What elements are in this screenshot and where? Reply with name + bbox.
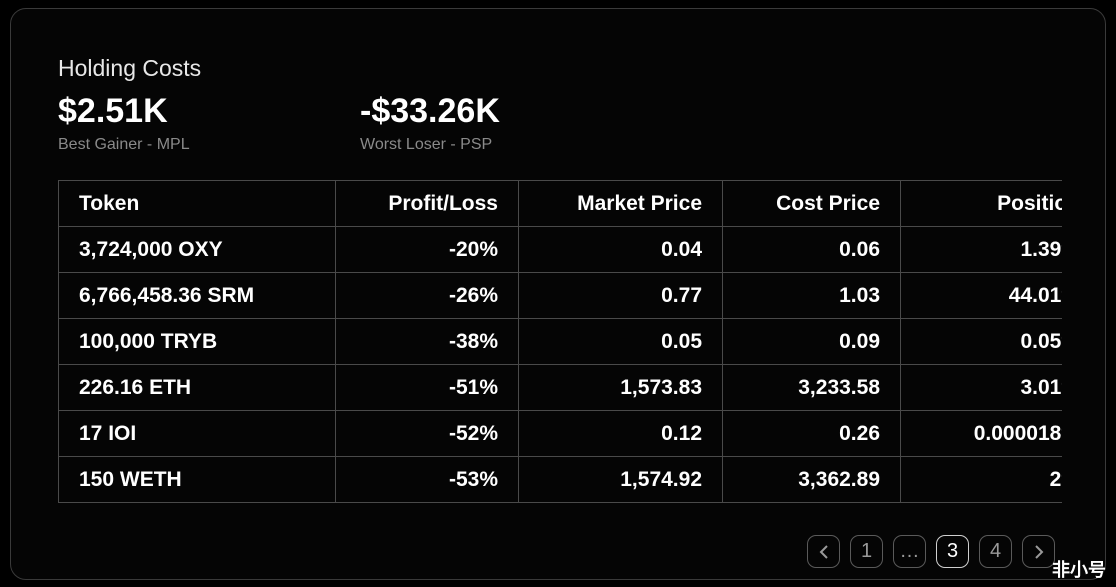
table-cell: -26% [335, 272, 519, 319]
table-cell: -20% [335, 226, 519, 273]
table-row: 17 IOI-52%0.120.260.000018% [58, 410, 1062, 457]
table-cell: 0.77 [518, 272, 723, 319]
watermark: 非小号 [1052, 560, 1106, 580]
table-cell: 2% [900, 456, 1062, 503]
column-header: Cost Price [722, 180, 901, 227]
table-cell: 3,362.89 [722, 456, 901, 503]
stat-label: Best Gainer - MPL [58, 136, 190, 153]
page-button[interactable]: 1 [850, 535, 883, 568]
table-cell: 3,233.58 [722, 364, 901, 411]
prev-button[interactable] [807, 535, 840, 568]
table-wrapper: Token Profit/Loss Market Price Cost Price Po… [58, 180, 1062, 517]
stat-value: $2.51K [58, 92, 168, 130]
header-row: Token Profit/Loss Market Price Cost Price Po… [58, 180, 1062, 227]
column-header: Token [58, 180, 336, 227]
stat-label: Worst Loser - PSP [360, 136, 493, 153]
table-cell: 3,724,000 OXY [58, 226, 336, 273]
table-cell: 1.03 [722, 272, 901, 319]
table-cell: 0.06 [722, 226, 901, 273]
table-cell: 0.12 [518, 410, 723, 457]
title: Holding Costs [58, 55, 202, 81]
prev-icon [819, 544, 828, 559]
column-header: Market Price [518, 180, 723, 227]
table-cell: 0.05% [900, 318, 1062, 365]
table-cell: 1,574.92 [518, 456, 723, 503]
page-button[interactable]: 3 [936, 535, 969, 568]
table-cell: 44.01% [900, 272, 1062, 319]
table-cell: -51% [335, 364, 519, 411]
page-button[interactable]: … [893, 535, 926, 568]
stat-value: -$33.26K [360, 92, 500, 130]
table-cell: 0.09 [722, 318, 901, 365]
table-cell: 100,000 TRYB [58, 318, 336, 365]
table-row: 100,000 TRYB-38%0.050.090.05% [58, 318, 1062, 365]
table-row: 226.16 ETH-51%1,573.833,233.583.01% [58, 364, 1062, 411]
table-row: 3,724,000 OXY-20%0.040.061.39% [58, 226, 1062, 273]
column-header: Position [900, 180, 1062, 227]
table-cell: -38% [335, 318, 519, 365]
table-body: 3,724,000 OXY-20%0.040.061.39%6,766,458.… [58, 226, 1062, 503]
table-cell: 0.26 [722, 410, 901, 457]
table-cell: -52% [335, 410, 519, 457]
table: Token Profit/Loss Market Price Cost Price Po… [58, 180, 1062, 503]
table-cell: 3.01% [900, 364, 1062, 411]
table-row: 150 WETH-53%1,574.923,362.892% [58, 456, 1062, 503]
table-cell: -53% [335, 456, 519, 503]
table-cell: 0.04 [518, 226, 723, 273]
table-cell: 1,573.83 [518, 364, 723, 411]
page-button[interactable]: 4 [979, 535, 1012, 568]
table-cell: 6,766,458.36 SRM [58, 272, 336, 319]
column-header: Profit/Loss [335, 180, 519, 227]
table-cell: 0.000018% [900, 410, 1062, 457]
next-icon [1034, 544, 1043, 559]
next-button[interactable] [1022, 535, 1055, 568]
table-cell: 226.16 ETH [58, 364, 336, 411]
table-cell: 150 WETH [58, 456, 336, 503]
table-cell: 1.39% [900, 226, 1062, 273]
table-cell: 0.05 [518, 318, 723, 365]
table-cell: 17 IOI [58, 410, 336, 457]
